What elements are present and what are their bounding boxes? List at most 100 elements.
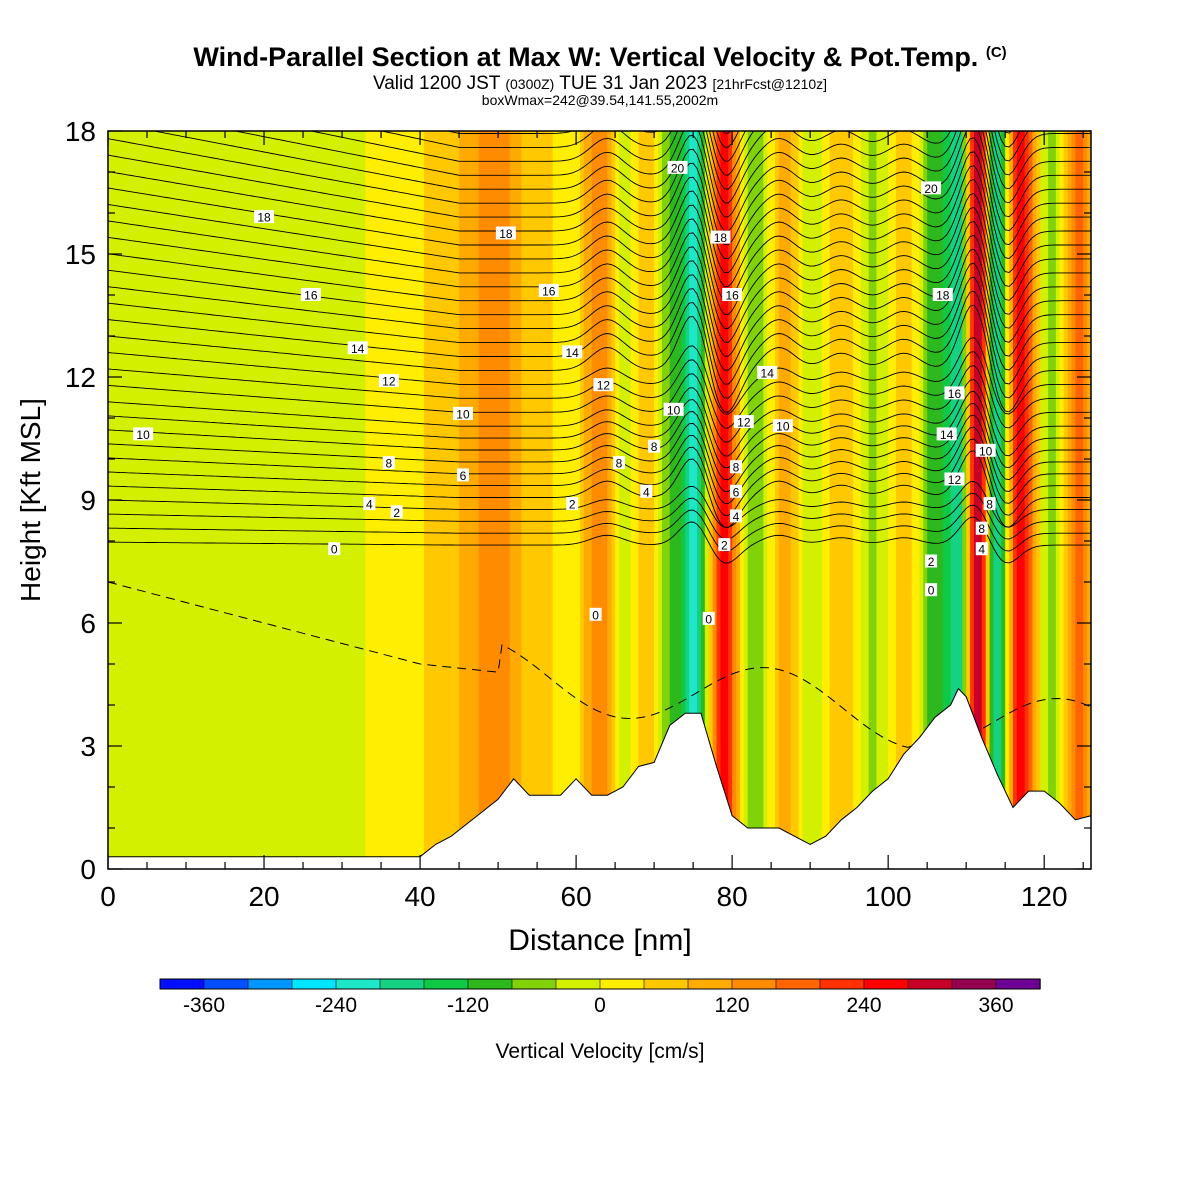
velocity-column bbox=[353, 131, 359, 869]
colorbar-tick-label: -360 bbox=[183, 994, 225, 1017]
velocity-column bbox=[794, 131, 800, 869]
velocity-column bbox=[267, 131, 273, 869]
isentrope bbox=[108, 220, 1091, 329]
velocity-column bbox=[1016, 131, 1022, 869]
velocity-column bbox=[228, 131, 234, 869]
velocity-column bbox=[178, 131, 183, 869]
velocity-column bbox=[342, 131, 347, 869]
contour-label: 8 bbox=[975, 521, 988, 536]
velocity-column bbox=[1059, 131, 1065, 869]
velocity-column bbox=[841, 131, 846, 869]
svg-text:4: 4 bbox=[978, 543, 985, 557]
velocity-column bbox=[139, 131, 144, 869]
velocity-column bbox=[646, 131, 651, 869]
velocity-column bbox=[856, 131, 862, 869]
colorbar-label: Vertical Velocity [cm/s] bbox=[496, 1040, 705, 1063]
velocity-column bbox=[540, 131, 546, 869]
velocity-column bbox=[271, 131, 277, 869]
svg-text:12: 12 bbox=[737, 416, 751, 430]
contour-label: 12 bbox=[733, 415, 754, 430]
velocity-column bbox=[677, 131, 683, 869]
velocity-column bbox=[927, 131, 932, 869]
velocity-column bbox=[513, 131, 519, 869]
velocity-column bbox=[384, 131, 390, 869]
velocity-column bbox=[396, 131, 402, 869]
valid-main: Valid 1200 JST bbox=[372, 73, 501, 94]
colorbar-swatch bbox=[335, 978, 381, 990]
velocity-column bbox=[404, 131, 409, 869]
velocity-column bbox=[443, 131, 448, 869]
isentrope bbox=[108, 516, 1091, 564]
contour-label: 16 bbox=[944, 386, 965, 401]
box-max-info: boxWmax=242@39.54,141.55,2002m bbox=[481, 92, 719, 108]
contour-label: 18 bbox=[932, 288, 953, 303]
velocity-column bbox=[700, 131, 706, 869]
velocity-column bbox=[462, 131, 468, 869]
isentrope bbox=[108, 0, 1091, 105]
isentrope bbox=[108, 248, 1091, 357]
velocity-column bbox=[997, 131, 1002, 869]
velocity-column bbox=[763, 131, 768, 869]
velocity-column bbox=[306, 131, 312, 869]
y-tick-label: 9 bbox=[80, 485, 96, 516]
velocity-column bbox=[127, 131, 133, 869]
velocity-column bbox=[322, 131, 328, 869]
isentrope bbox=[108, 492, 1091, 540]
velocity-column bbox=[221, 131, 226, 869]
velocity-column bbox=[408, 131, 413, 869]
svg-text:2: 2 bbox=[393, 506, 400, 520]
svg-text:14: 14 bbox=[566, 346, 580, 360]
velocity-column bbox=[1001, 131, 1006, 869]
velocity-column bbox=[1012, 131, 1018, 869]
velocity-column bbox=[732, 131, 737, 869]
velocity-column bbox=[279, 131, 285, 869]
velocity-column bbox=[330, 131, 335, 869]
colorbar-swatch bbox=[555, 978, 601, 990]
svg-text:8: 8 bbox=[733, 461, 740, 475]
velocity-column bbox=[123, 131, 129, 869]
terrain bbox=[108, 687, 1091, 869]
colorbar-swatch bbox=[951, 978, 997, 990]
y-tick-label: 3 bbox=[80, 731, 96, 762]
velocity-column bbox=[619, 131, 624, 869]
contour-label: 8 bbox=[613, 456, 626, 471]
velocity-column bbox=[681, 131, 686, 869]
velocity-column bbox=[135, 131, 140, 869]
contour-label: 10 bbox=[772, 419, 793, 434]
velocity-column bbox=[474, 131, 480, 869]
velocity-column bbox=[587, 131, 593, 869]
velocity-column bbox=[455, 131, 460, 869]
velocity-column bbox=[954, 131, 959, 869]
isentrope bbox=[108, 337, 1091, 415]
contour-label: 8 bbox=[382, 456, 395, 471]
velocity-column bbox=[899, 131, 905, 869]
colorbar-tick-label: 120 bbox=[714, 994, 749, 1017]
velocity-column bbox=[548, 131, 554, 869]
velocity-column bbox=[201, 131, 207, 869]
colorbar-tick-label: 0 bbox=[594, 994, 606, 1017]
velocity-column bbox=[911, 131, 917, 869]
velocity-column bbox=[427, 131, 433, 869]
velocity-column bbox=[213, 131, 218, 869]
velocity-column bbox=[884, 131, 889, 869]
forecast-info: [21hrFcst@1210z] bbox=[712, 76, 828, 92]
velocity-column bbox=[833, 131, 839, 869]
colorbar-swatch bbox=[467, 978, 513, 990]
contour-label: 0 bbox=[589, 607, 602, 622]
velocity-column bbox=[576, 131, 581, 869]
velocity-column bbox=[786, 131, 792, 869]
velocity-column bbox=[482, 131, 487, 869]
velocity-column bbox=[310, 131, 316, 869]
velocity-column bbox=[240, 131, 246, 869]
colorbar-swatch bbox=[907, 978, 953, 990]
velocity-column bbox=[697, 131, 702, 869]
velocity-column bbox=[225, 131, 230, 869]
velocity-column bbox=[232, 131, 238, 869]
colorbar-tick-label: -240 bbox=[315, 994, 357, 1017]
contour-label: 8 bbox=[983, 497, 996, 512]
colorbar-swatch bbox=[203, 978, 249, 990]
svg-text:10: 10 bbox=[456, 407, 470, 421]
isentrope bbox=[722, 131, 1013, 134]
